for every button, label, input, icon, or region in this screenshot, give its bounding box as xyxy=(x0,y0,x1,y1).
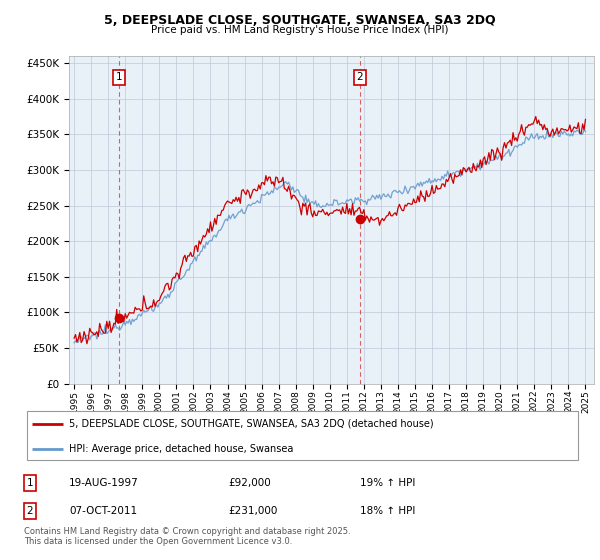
FancyBboxPatch shape xyxy=(27,411,578,460)
Text: Contains HM Land Registry data © Crown copyright and database right 2025.
This d: Contains HM Land Registry data © Crown c… xyxy=(24,526,350,546)
Text: 18% ↑ HPI: 18% ↑ HPI xyxy=(360,506,415,516)
Text: 19-AUG-1997: 19-AUG-1997 xyxy=(69,478,139,488)
Text: 5, DEEPSLADE CLOSE, SOUTHGATE, SWANSEA, SA3 2DQ (detached house): 5, DEEPSLADE CLOSE, SOUTHGATE, SWANSEA, … xyxy=(68,419,433,429)
Text: 1: 1 xyxy=(26,478,34,488)
Text: Price paid vs. HM Land Registry's House Price Index (HPI): Price paid vs. HM Land Registry's House … xyxy=(151,25,449,35)
Text: HPI: Average price, detached house, Swansea: HPI: Average price, detached house, Swan… xyxy=(68,444,293,454)
Text: 5, DEEPSLADE CLOSE, SOUTHGATE, SWANSEA, SA3 2DQ: 5, DEEPSLADE CLOSE, SOUTHGATE, SWANSEA, … xyxy=(104,14,496,27)
Text: 07-OCT-2011: 07-OCT-2011 xyxy=(69,506,137,516)
Text: £92,000: £92,000 xyxy=(228,478,271,488)
Text: 2: 2 xyxy=(26,506,34,516)
Text: £231,000: £231,000 xyxy=(228,506,277,516)
Text: 19% ↑ HPI: 19% ↑ HPI xyxy=(360,478,415,488)
Text: 1: 1 xyxy=(116,72,122,82)
Text: 2: 2 xyxy=(356,72,363,82)
